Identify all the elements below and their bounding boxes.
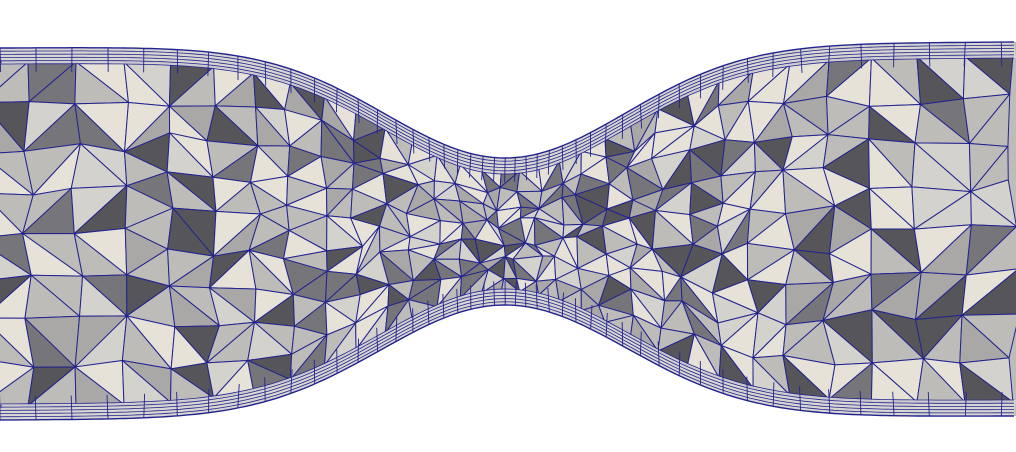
boundary-layer-tick bbox=[357, 98, 360, 123]
boundary-layer-tick bbox=[547, 150, 550, 175]
boundary-layer-tick bbox=[722, 65, 724, 90]
boundary-layer-tick bbox=[482, 282, 485, 307]
boundary-layer-tick bbox=[746, 376, 748, 401]
boundary-layer-tick bbox=[536, 153, 538, 179]
boundary-layer-tick bbox=[746, 58, 749, 83]
boundary-layer-tick bbox=[547, 287, 550, 313]
mesh-face bbox=[0, 192, 24, 240]
boundary-layer-tick bbox=[34, 395, 37, 420]
boundary-layer-tick bbox=[428, 137, 431, 162]
boundary-layer-line bbox=[0, 304, 1014, 421]
boundary-layer-top bbox=[0, 41, 1016, 183]
boundary-layer-line bbox=[0, 298, 1014, 414]
boundary-layer-tick bbox=[963, 42, 966, 67]
boundary-layer-line bbox=[0, 301, 1014, 418]
boundary-layer-tick bbox=[927, 392, 930, 417]
boundary-layer-tick bbox=[590, 304, 593, 329]
boundary-layer-tick bbox=[892, 391, 895, 416]
boundary-layer-tick bbox=[535, 284, 538, 309]
boundary-layer-tick bbox=[860, 44, 863, 69]
boundary-layer-tick bbox=[827, 46, 831, 71]
boundary-layer-tick bbox=[493, 281, 495, 306]
boundary-layer-tick bbox=[395, 317, 398, 342]
boundary-layer-tick bbox=[621, 321, 624, 346]
mesh-tets bbox=[0, 42, 1016, 420]
boundary-layer-tick bbox=[504, 157, 506, 183]
boundary-layer-tick bbox=[859, 390, 862, 415]
boundary-layer-tick bbox=[412, 129, 415, 154]
boundary-layer-tick bbox=[964, 392, 967, 417]
boundary-layer-tick bbox=[443, 144, 445, 169]
boundary-layer-line bbox=[0, 291, 1014, 408]
boundary-layer-tick bbox=[427, 300, 430, 325]
boundary-layer-tick bbox=[106, 394, 109, 419]
boundary-layer-line bbox=[0, 288, 1014, 405]
boundary-layer-tick bbox=[639, 104, 643, 129]
boundary-layer-tick bbox=[678, 351, 681, 376]
boundary-layer-tick bbox=[604, 124, 607, 149]
boundary-layer-line bbox=[0, 44, 1015, 162]
boundary-layer-tick bbox=[468, 153, 472, 178]
boundary-layer-tick bbox=[395, 120, 398, 145]
boundary-layer-tick bbox=[605, 312, 608, 337]
boundary-layer-tick bbox=[70, 395, 73, 420]
boundary-layer-tick bbox=[176, 391, 178, 416]
boundary-layer-tick bbox=[493, 157, 495, 182]
boundary-layer-tick bbox=[237, 383, 240, 408]
boundary-layer-tick bbox=[264, 61, 267, 86]
boundary-layer-tick bbox=[442, 293, 445, 319]
boundary-layer-tick bbox=[799, 386, 802, 411]
boundary-layer-tick bbox=[800, 48, 803, 73]
boundary-layer-line bbox=[0, 48, 1015, 165]
boundary-layer-tick bbox=[525, 156, 527, 181]
boundary-layer-tick bbox=[481, 156, 484, 181]
boundary-layer-tick bbox=[524, 282, 527, 307]
boundary-layer-tick bbox=[514, 281, 517, 306]
boundary-layer-tick bbox=[0, 48, 2, 73]
boundary-layer-tick bbox=[1000, 392, 1003, 417]
boundary-layer-tick bbox=[143, 393, 146, 418]
boundary-layer-tick bbox=[336, 88, 338, 113]
boundary-layer-line bbox=[0, 54, 1015, 172]
boundary-layer-tick bbox=[561, 292, 564, 317]
boundary-layer-line bbox=[0, 51, 1015, 169]
boundary-layer-tick bbox=[357, 338, 359, 363]
boundary-layer-tick bbox=[772, 382, 775, 407]
boundary-layer-tick bbox=[828, 389, 831, 414]
boundary-layer-tick bbox=[657, 341, 660, 366]
boundary-layer-line bbox=[0, 41, 1015, 159]
boundary-layer-line bbox=[0, 57, 1015, 175]
boundary-layer-tick bbox=[514, 157, 516, 182]
boundary-layer-tick bbox=[207, 52, 210, 77]
boundary-layer-tick bbox=[574, 298, 577, 323]
boundary-layer-tick bbox=[658, 94, 660, 119]
boundary-layer-tick bbox=[639, 331, 642, 356]
boundary-layer-tick bbox=[561, 145, 564, 170]
boundary-layer-tick bbox=[456, 288, 459, 313]
boundary-layer-band bbox=[0, 289, 1016, 420]
boundary-layer-bottom bbox=[0, 280, 1016, 421]
boundary-layer-line bbox=[0, 294, 1014, 411]
boundary-layer-tick bbox=[376, 327, 379, 352]
boundary-layer-tick bbox=[290, 369, 293, 394]
